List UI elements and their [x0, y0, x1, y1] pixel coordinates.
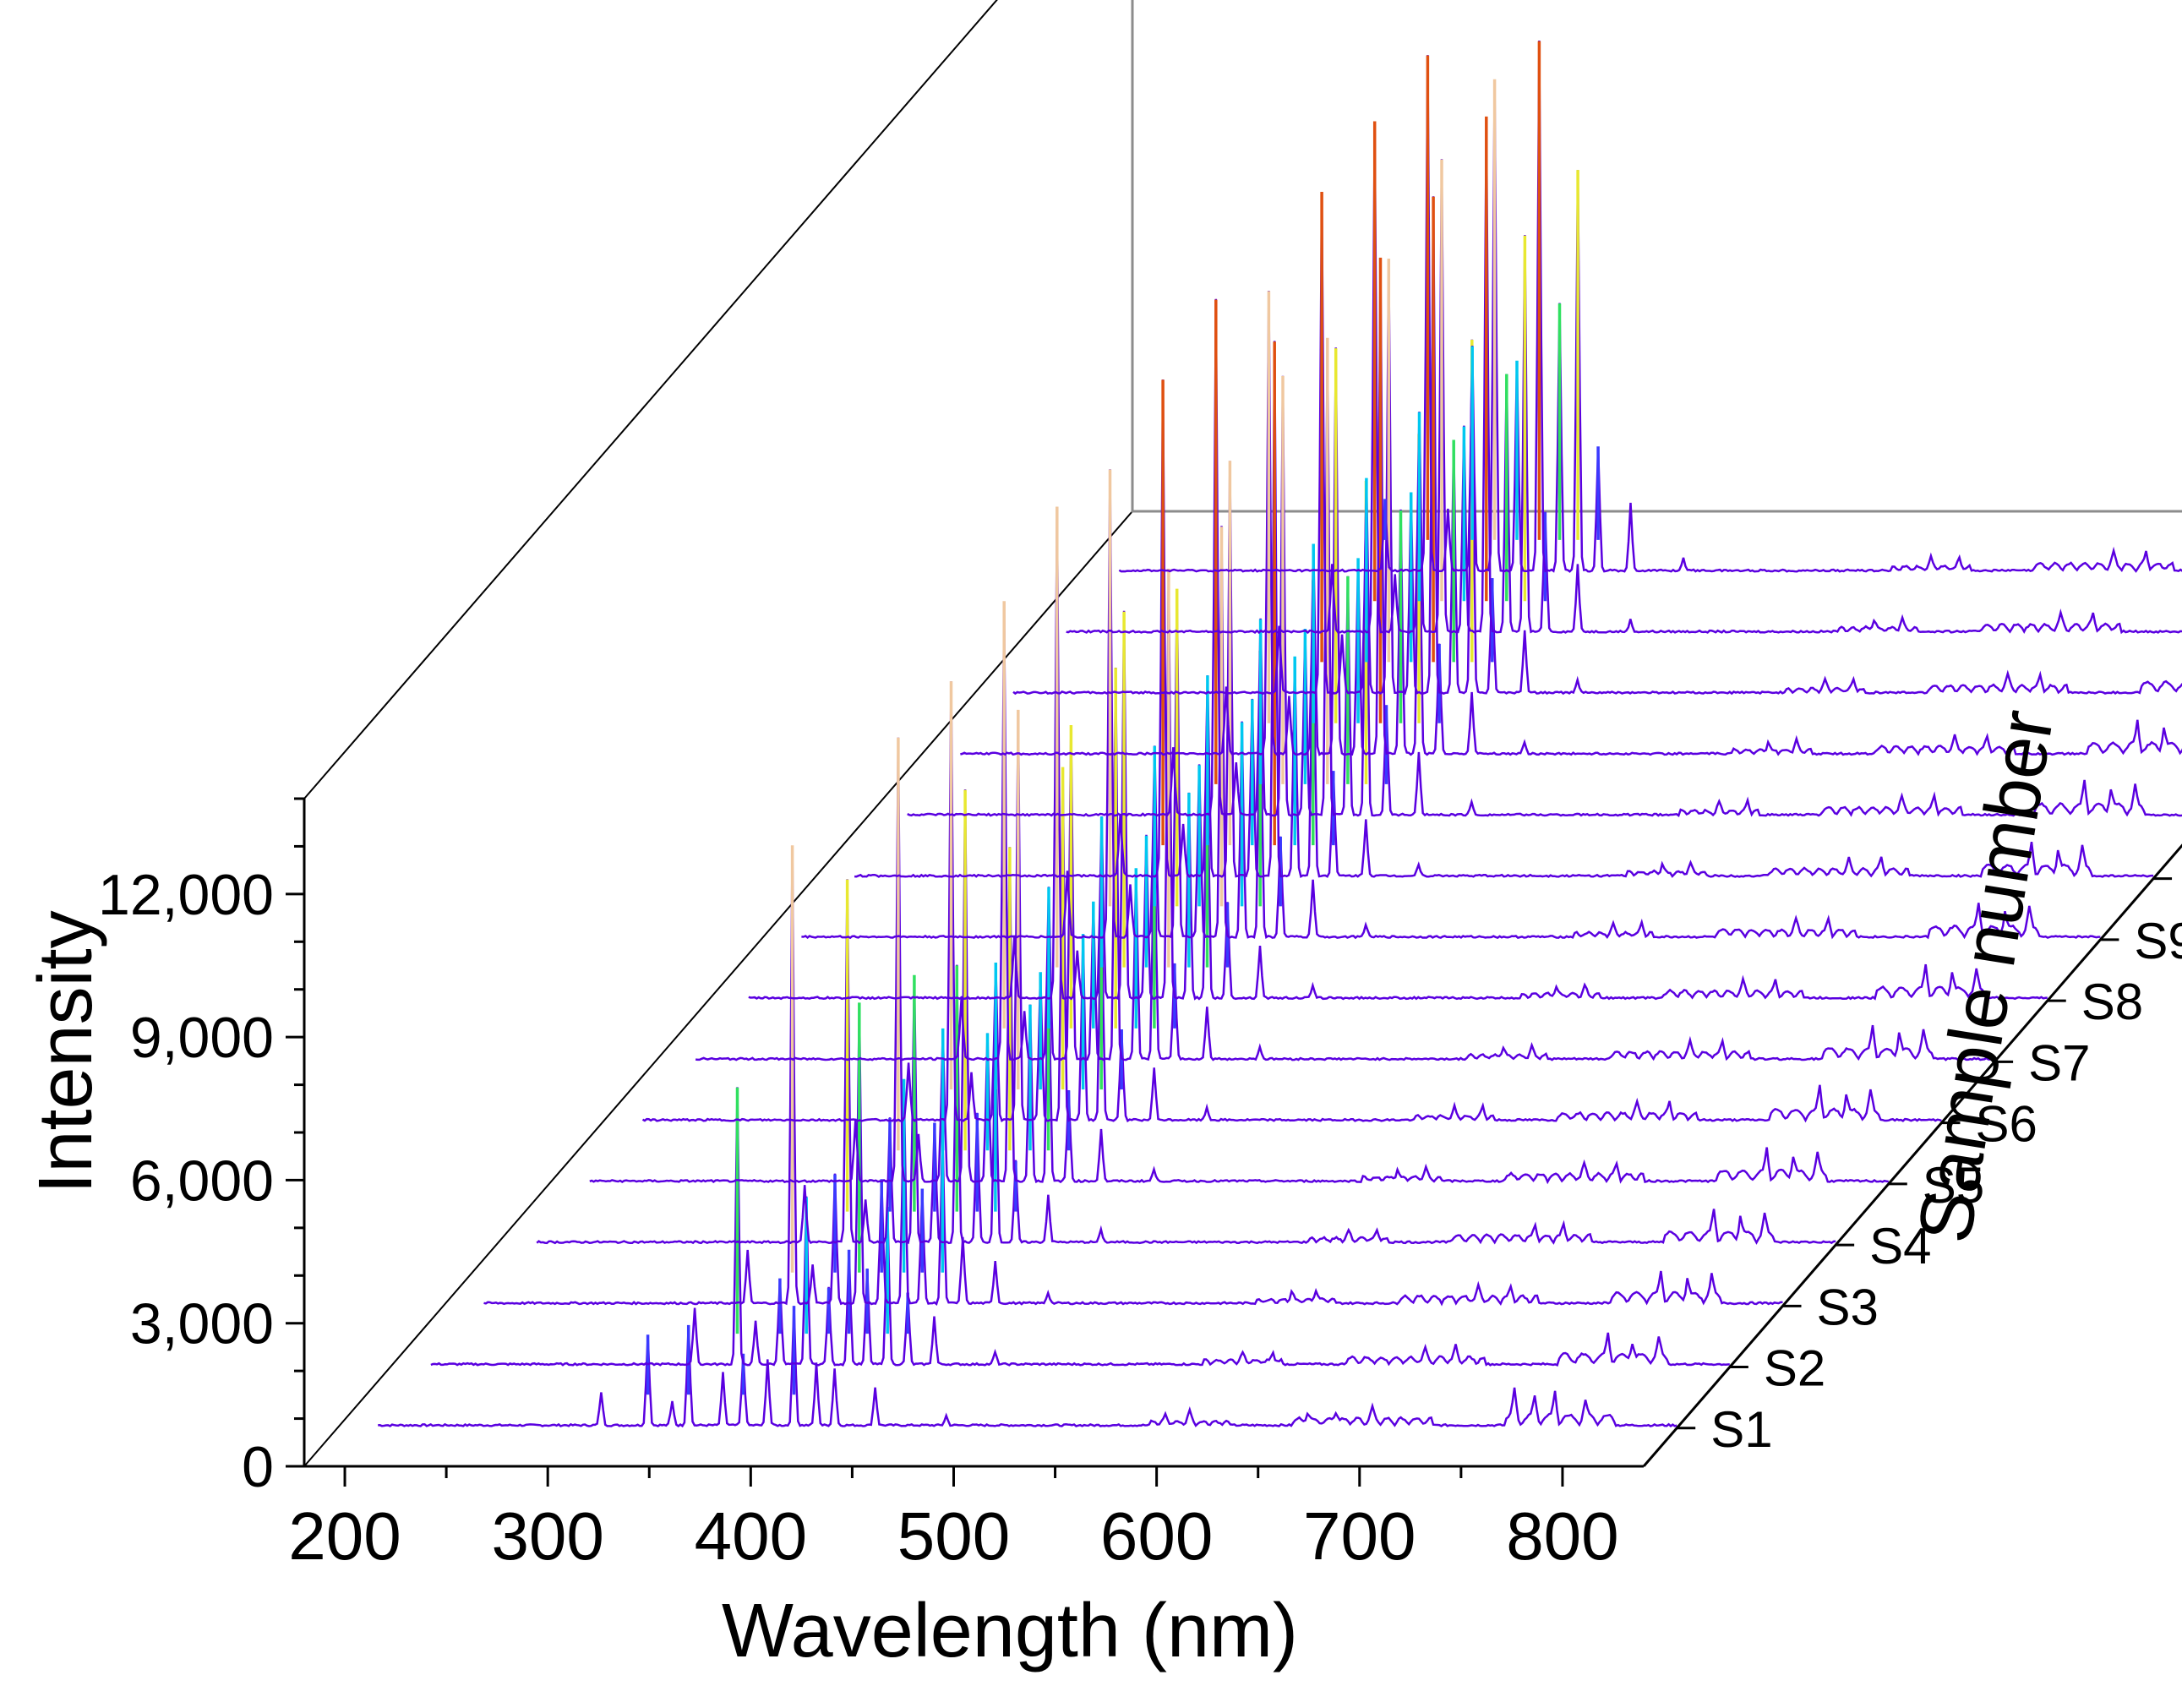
series-S10	[854, 341, 2154, 878]
z-tick-label-S5: S5	[1923, 1157, 1984, 1214]
x-tick-label-400: 400	[695, 1498, 807, 1574]
series-line-S2	[430, 1087, 1730, 1367]
x-axis-title: Wavelength (nm)	[722, 1589, 1298, 1673]
y-tick-label-0: 0	[242, 1435, 274, 1499]
series-layer: S1S2S3S4S5S6S7S8S9S10S11S12S13S14S15	[378, 40, 2182, 1458]
series-line-S9	[801, 469, 2101, 940]
x-tick-label-200: 200	[288, 1498, 401, 1574]
series-line-S1	[378, 1306, 1677, 1428]
series-line-S14	[1066, 116, 2182, 635]
z-tick-label-S4: S4	[1869, 1218, 1931, 1274]
series-S6	[641, 681, 1942, 1123]
y-tick-label-3000: 3,000	[130, 1292, 274, 1356]
series-S5	[589, 737, 1889, 1185]
z-tick-label-S6: S6	[1975, 1096, 2037, 1153]
series-S8	[748, 506, 2048, 1001]
series-line-S10	[854, 341, 2154, 878]
series-line-S4	[536, 879, 1836, 1245]
y-tick-label-9000: 9,000	[130, 1006, 274, 1070]
box-edge-top-left	[303, 0, 998, 799]
series-S14	[1066, 116, 2182, 635]
box-edge-bottom-left	[303, 510, 1133, 1467]
z-tick-label-S1: S1	[1710, 1401, 1772, 1458]
x-tick-label-300: 300	[491, 1498, 603, 1574]
z-axis-line	[1642, 843, 2182, 1467]
x-tick-label-800: 800	[1506, 1498, 1618, 1574]
series-line-S13	[1012, 191, 2182, 696]
series-S12	[960, 257, 2182, 756]
series-line-S12	[960, 258, 2182, 756]
z-tick-label-S9: S9	[2134, 913, 2182, 969]
x-tick-label-700: 700	[1303, 1498, 1416, 1574]
x-tick-label-600: 600	[1100, 1498, 1213, 1574]
series-S13	[1012, 191, 2182, 696]
series-line-S5	[589, 737, 1889, 1185]
series-line-S3	[483, 846, 1783, 1307]
series-line-S7	[695, 601, 1995, 1061]
axes-layer: 0 3,000 6,000 9,000 12,000 200 300 400 500 600 700…	[98, 797, 2182, 1574]
series-line-S6	[641, 681, 1942, 1123]
x-tick-label-500: 500	[897, 1498, 1010, 1574]
series-line-S8	[748, 507, 2048, 1001]
z-tick-label-S8: S8	[2081, 974, 2143, 1030]
y-tick-label-6000: 6,000	[130, 1149, 274, 1213]
series-line-S11	[907, 298, 2182, 817]
series-S9	[801, 469, 2101, 940]
plot-box-frame	[303, 0, 2182, 1467]
series-line-S15	[1118, 40, 2182, 573]
z-tick-label-S2: S2	[1764, 1340, 1825, 1397]
y-axis-title: Intensity	[24, 910, 108, 1193]
z-tick-label-S3: S3	[1817, 1279, 1879, 1335]
y-tick-label-12000: 12,000	[98, 863, 274, 927]
series-S11	[907, 298, 2182, 817]
series-S15	[1118, 40, 2182, 573]
box-back-panel	[1131, 0, 2182, 513]
z-tick-label-S7: S7	[2028, 1034, 2090, 1091]
